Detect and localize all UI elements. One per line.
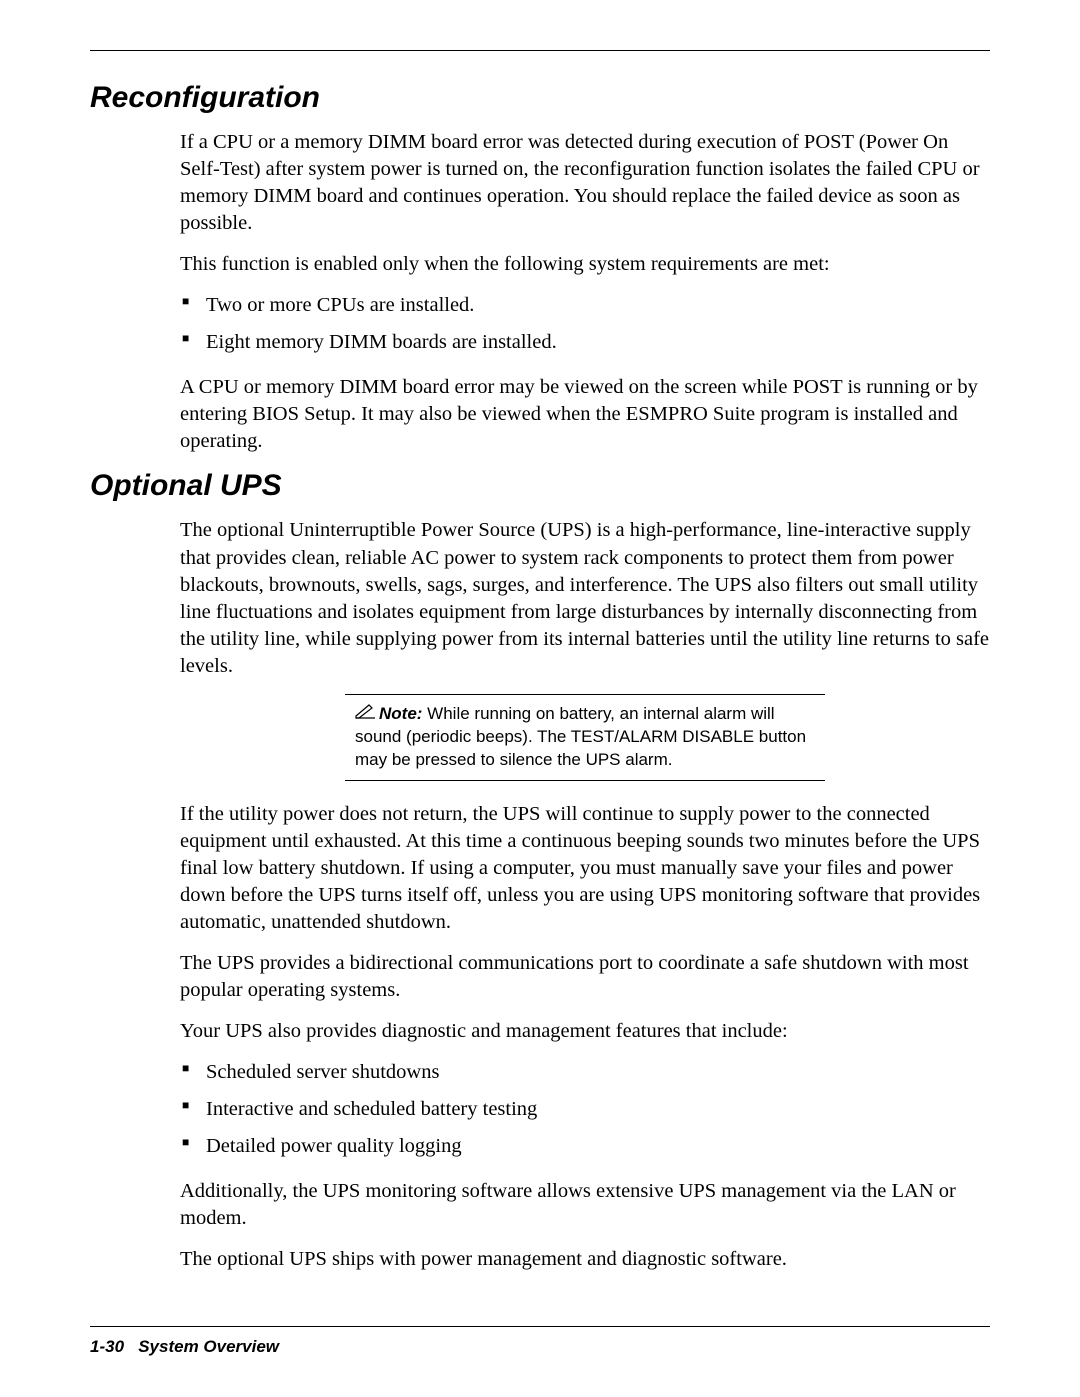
heading-reconfiguration: Reconfiguration [90, 81, 990, 115]
list-item: Scheduled server shutdowns [180, 1059, 990, 1086]
ups-p3: The UPS provides a bidirectional communi… [180, 950, 990, 1004]
reconfiguration-p1: If a CPU or a memory DIMM board error wa… [180, 129, 990, 237]
ups-p4: Your UPS also provides diagnostic and ma… [180, 1018, 990, 1045]
list-item: Eight memory DIMM boards are installed. [180, 329, 990, 356]
page-top-rule [90, 50, 990, 51]
ups-features-list: Scheduled server shutdowns Interactive a… [180, 1059, 990, 1160]
section-optional-ups-body: The optional Uninterruptible Power Sourc… [180, 517, 990, 1273]
section-reconfiguration-body: If a CPU or a memory DIMM board error wa… [180, 129, 990, 455]
reconfiguration-list: Two or more CPUs are installed. Eight me… [180, 292, 990, 356]
pencil-icon [355, 703, 377, 726]
heading-optional-ups: Optional UPS [90, 469, 990, 503]
note-text: While running on battery, an internal al… [355, 704, 806, 769]
list-item: Interactive and scheduled battery testin… [180, 1096, 990, 1123]
reconfiguration-p2: This function is enabled only when the f… [180, 251, 990, 278]
list-item: Two or more CPUs are installed. [180, 292, 990, 319]
footer-text: 1-30 System Overview [90, 1337, 990, 1357]
ups-p5: Additionally, the UPS monitoring softwar… [180, 1178, 990, 1232]
ups-p6: The optional UPS ships with power manage… [180, 1246, 990, 1273]
footer-title: System Overview [138, 1337, 279, 1356]
footer-rule [90, 1326, 990, 1327]
list-item: Detailed power quality logging [180, 1133, 990, 1160]
note-label: Note: [379, 704, 422, 723]
reconfiguration-p3: A CPU or memory DIMM board error may be … [180, 374, 990, 455]
ups-p2: If the utility power does not return, th… [180, 801, 990, 936]
ups-p1: The optional Uninterruptible Power Sourc… [180, 517, 990, 679]
note-box: Note: While running on battery, an inter… [345, 694, 825, 781]
page-number: 1-30 [90, 1337, 124, 1356]
page-footer: 1-30 System Overview [90, 1326, 990, 1357]
